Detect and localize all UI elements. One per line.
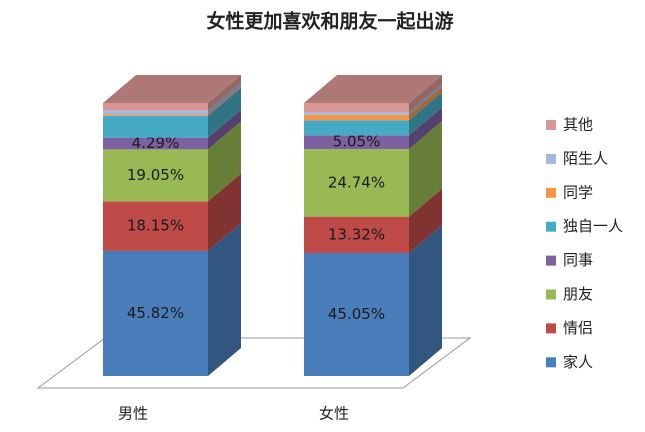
data-label: 18.15%: [127, 217, 184, 235]
bar-top: [304, 75, 442, 103]
bar-segment: [304, 149, 409, 217]
bar-side: [208, 86, 241, 116]
bar-segment: [103, 201, 208, 251]
chart-title: 女性更加喜欢和朋友一起出游: [206, 10, 453, 33]
data-label: 45.82%: [127, 304, 184, 322]
bar-segment: [304, 114, 409, 121]
legend-label: 朋友: [563, 285, 593, 303]
bar-side: [409, 92, 442, 136]
bar-segment: [304, 253, 409, 376]
legend-label: 其他: [563, 116, 593, 134]
bar-side: [208, 87, 241, 138]
bar-segment: [103, 115, 208, 138]
legend-label: 独自一人: [563, 217, 623, 235]
bar-segment: [103, 103, 208, 111]
bar-side: [409, 121, 442, 217]
legend-label: 陌生人: [563, 149, 608, 167]
bar-segment: [103, 114, 208, 116]
legend-label: 家人: [563, 353, 593, 371]
bar-segment: [304, 112, 409, 115]
legend-swatch: [546, 221, 556, 232]
bar-segment: [103, 137, 208, 150]
bar-segment: [304, 103, 409, 113]
bar-side: [208, 109, 241, 150]
bar-top: [103, 75, 241, 103]
bar-side: [208, 75, 241, 111]
data-label: 13.32%: [328, 225, 385, 243]
data-label: 24.74%: [328, 173, 385, 191]
legend-swatch: [546, 187, 556, 198]
bar-side: [409, 84, 442, 115]
bar-side: [208, 173, 241, 251]
legend-label: 同学: [563, 183, 593, 201]
floor: [36, 337, 472, 389]
legend-swatch: [546, 153, 556, 164]
bar-segment: [304, 120, 409, 136]
legend-swatch: [546, 255, 556, 266]
bar-segment: [103, 250, 208, 376]
data-label: 5.05%: [333, 133, 381, 151]
legend-swatch: [546, 323, 556, 334]
x-tick-label: 男性: [118, 405, 148, 423]
bar-segment: [103, 110, 208, 115]
data-label: 19.05%: [127, 166, 184, 184]
bar-side: [409, 86, 442, 121]
bar-side: [208, 82, 241, 115]
legend-label: 同事: [563, 251, 593, 269]
legend-swatch: [546, 120, 556, 130]
bar-side: [208, 121, 241, 202]
bar-side: [409, 107, 442, 150]
bar-side: [208, 222, 241, 376]
bar-segment: [103, 149, 208, 202]
bar-side: [409, 225, 442, 376]
bar-segment: [304, 135, 409, 150]
legend-swatch: [546, 357, 556, 368]
bar-side: [409, 188, 442, 254]
bar-segment: [304, 216, 409, 254]
legend-swatch: [546, 289, 556, 300]
x-tick-label: 女性: [319, 405, 349, 423]
legend-label: 情侣: [563, 319, 593, 337]
data-label: 45.05%: [328, 305, 385, 323]
data-label: 4.29%: [132, 134, 180, 152]
bar-side: [409, 75, 442, 113]
